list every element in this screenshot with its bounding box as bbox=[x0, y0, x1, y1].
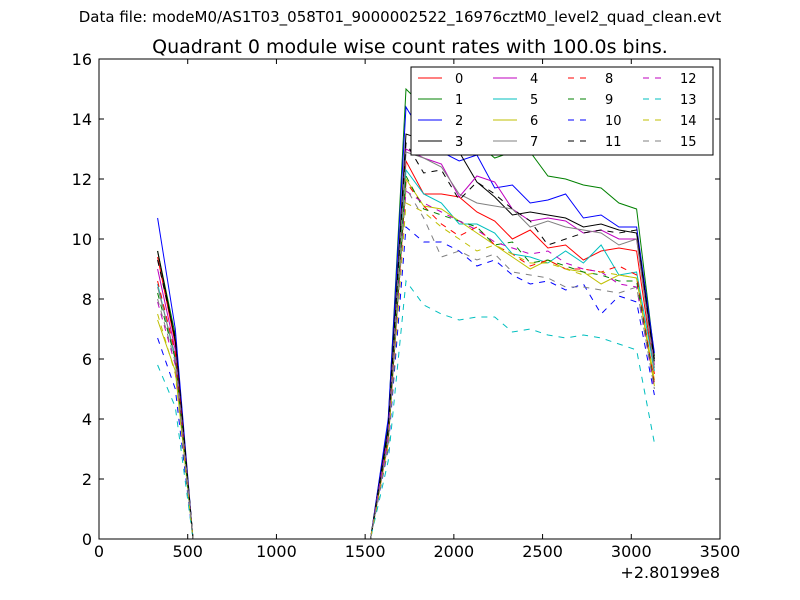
series-line-0 bbox=[157, 159, 655, 540]
axis-ticks: 0 500 1000 1500 2000 2500 3000 3500024681012141… bbox=[72, 50, 741, 561]
series-line-3 bbox=[157, 133, 655, 540]
y-tick-label: 16 bbox=[72, 50, 92, 69]
x-tick-label: 500 bbox=[172, 542, 203, 561]
y-tick-label: 6 bbox=[82, 350, 92, 369]
series-lines bbox=[157, 87, 655, 540]
legend-label-7: 7 bbox=[530, 135, 538, 150]
series-line-9 bbox=[157, 174, 655, 540]
x-tick-label: 2500 bbox=[522, 542, 563, 561]
legend-label-10: 10 bbox=[605, 114, 622, 129]
legend-label-8: 8 bbox=[605, 72, 613, 87]
y-tick-label: 14 bbox=[72, 110, 92, 129]
y-tick-label: 10 bbox=[72, 230, 92, 249]
legend-label-3: 3 bbox=[455, 135, 463, 150]
series-line-14 bbox=[157, 202, 655, 540]
x-tick-label: 3000 bbox=[611, 542, 652, 561]
chart-title: Quadrant 0 module wise count rates with … bbox=[152, 36, 668, 58]
legend-label-11: 11 bbox=[605, 135, 622, 150]
legend-label-13: 13 bbox=[680, 93, 697, 108]
series-line-13 bbox=[157, 279, 655, 540]
suptitle: Data file: modeM0/AS1T03_058T01_90000025… bbox=[78, 8, 722, 26]
x-offset-label: +2.80199e8 bbox=[620, 563, 720, 582]
y-tick-label: 2 bbox=[82, 470, 92, 489]
x-tick-label: 1500 bbox=[345, 542, 386, 561]
legend-label-0: 0 bbox=[455, 72, 463, 87]
legend-label-4: 4 bbox=[530, 72, 538, 87]
legend-label-6: 6 bbox=[530, 114, 538, 129]
series-line-6 bbox=[157, 177, 655, 540]
series-line-11 bbox=[157, 141, 655, 540]
series-line-4 bbox=[157, 148, 655, 540]
series-line-8 bbox=[157, 180, 655, 540]
x-tick-label: 0 bbox=[94, 542, 104, 561]
legend-label-12: 12 bbox=[680, 72, 697, 87]
legend-box bbox=[410, 66, 714, 156]
y-tick-label: 8 bbox=[82, 290, 92, 309]
legend-label-14: 14 bbox=[680, 114, 697, 129]
y-tick-label: 0 bbox=[82, 530, 92, 549]
y-tick-label: 12 bbox=[72, 170, 92, 189]
legend-label-5: 5 bbox=[530, 93, 538, 108]
x-tick-label: 1000 bbox=[256, 542, 297, 561]
legend-label-1: 1 bbox=[455, 93, 463, 108]
series-line-12 bbox=[157, 190, 655, 540]
series-line-15 bbox=[157, 186, 655, 540]
series-line-7 bbox=[157, 151, 655, 540]
legend-label-9: 9 bbox=[605, 93, 613, 108]
x-tick-label: 3500 bbox=[700, 542, 741, 561]
legend-label-2: 2 bbox=[455, 114, 463, 129]
x-tick-label: 2000 bbox=[433, 542, 474, 561]
y-tick-label: 4 bbox=[82, 410, 92, 429]
legend-label-15: 15 bbox=[680, 135, 697, 150]
